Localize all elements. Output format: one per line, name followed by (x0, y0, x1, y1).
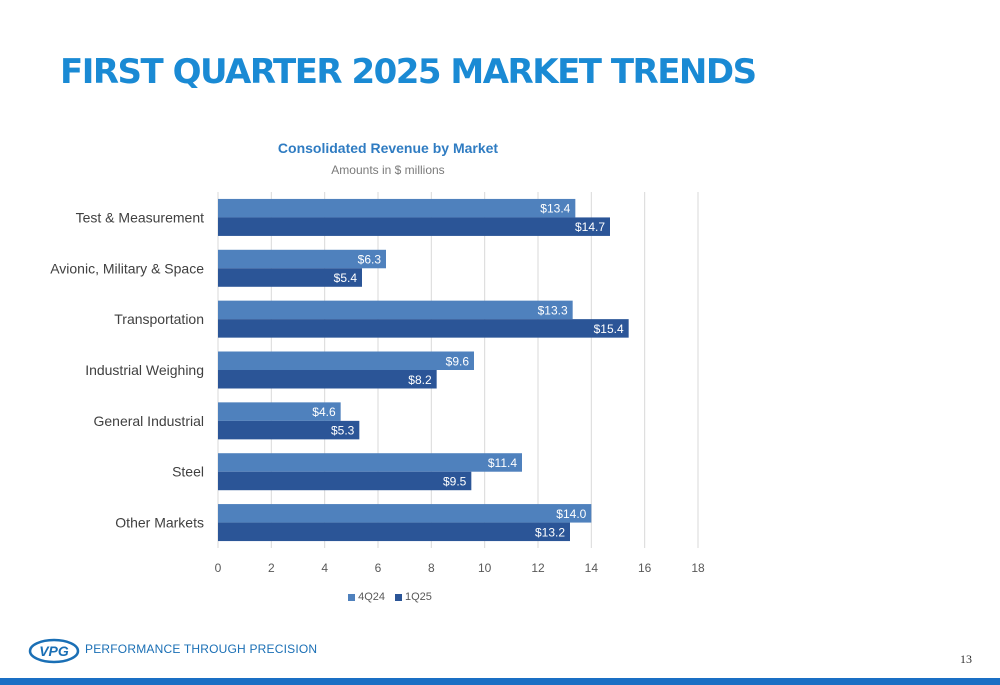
bar-4q24-avionic-military-space (218, 249, 386, 269)
bar-4q24-other-markets (218, 504, 592, 523)
data-label-4q24-transportation: $13.3 (538, 303, 568, 317)
x-tick-label-14: 14 (585, 561, 599, 575)
x-tick-label-6: 6 (375, 561, 382, 575)
data-label-1q25-industrial-weighing: $8.2 (408, 373, 432, 387)
x-tick-label-12: 12 (531, 561, 545, 575)
x-tick-label-18: 18 (691, 561, 705, 575)
category-label-general-industrial: General Industrial (93, 413, 204, 429)
bar-4q24-test-measurement (218, 198, 576, 218)
data-label-1q25-other-markets: $13.2 (535, 525, 565, 539)
data-label-1q25-avionic-military-space: $5.4 (334, 271, 358, 285)
data-label-4q24-industrial-weighing: $9.6 (446, 354, 470, 368)
x-tick-label-16: 16 (638, 561, 652, 575)
bar-1q25-general-industrial (218, 420, 360, 440)
legend-item-4q24: 4Q24 (348, 591, 385, 603)
data-label-1q25-steel: $9.5 (443, 474, 467, 488)
chart-title: Consolidated Revenue by Market (277, 140, 499, 156)
category-label-test-measurement: Test & Measurement (76, 209, 204, 225)
page-title: FIRST QUARTER 2025 MARKET TRENDS (60, 52, 757, 92)
category-label-industrial-weighing: Industrial Weighing (85, 362, 204, 378)
category-label-other-markets: Other Markets (115, 515, 204, 531)
bar-4q24-transportation (218, 300, 573, 320)
x-tick-label-2: 2 (268, 561, 275, 575)
bar-1q25-industrial-weighing (218, 370, 437, 389)
bar-4q24-steel (218, 453, 522, 472)
legend-label-1q25: 1Q25 (405, 591, 432, 603)
data-label-4q24-avionic-military-space: $6.3 (358, 253, 382, 267)
category-label-avionic-military-space: Avionic, Military & Space (50, 260, 204, 276)
data-label-4q24-steel: $11.4 (488, 456, 517, 470)
bar-1q25-transportation (218, 319, 629, 338)
bottom-bar (0, 678, 1000, 685)
chart-subtitle: Amounts in $ millions (331, 163, 445, 177)
data-label-4q24-general-industrial: $4.6 (312, 405, 336, 419)
x-tick-label-10: 10 (478, 561, 492, 575)
legend-item-1q25: 1Q25 (395, 591, 432, 603)
data-label-1q25-test-measurement: $14.7 (575, 220, 605, 234)
x-tick-label-4: 4 (321, 561, 328, 575)
data-label-1q25-transportation: $15.4 (594, 322, 624, 336)
x-tick-label-8: 8 (428, 561, 435, 575)
tagline: PERFORMANCE THROUGH PRECISION (85, 642, 318, 656)
category-label-transportation: Transportation (114, 311, 204, 327)
logo-text: VPG (39, 643, 69, 659)
x-tick-label-0: 0 (215, 561, 222, 575)
bar-1q25-avionic-military-space (218, 268, 362, 287)
category-label-steel: Steel (172, 464, 204, 480)
page-number: 13 (960, 652, 972, 666)
bar-4q24-industrial-weighing (218, 351, 474, 370)
data-label-1q25-general-industrial: $5.3 (331, 424, 355, 438)
bar-1q25-test-measurement (218, 217, 610, 236)
legend-label-4q24: 4Q24 (358, 591, 385, 603)
vpg-logo: VPG (28, 638, 80, 664)
chart-legend: 4Q24 1Q25 (280, 591, 500, 603)
bar-1q25-other-markets (218, 522, 570, 542)
data-label-4q24-other-markets: $14.0 (556, 507, 586, 521)
bar-4q24-general-industrial (218, 402, 341, 421)
legend-swatch-1q25 (395, 593, 402, 601)
legend-swatch-4q24 (348, 593, 356, 601)
bar-1q25-steel (218, 471, 472, 491)
data-label-4q24-test-measurement: $13.4 (540, 202, 570, 216)
